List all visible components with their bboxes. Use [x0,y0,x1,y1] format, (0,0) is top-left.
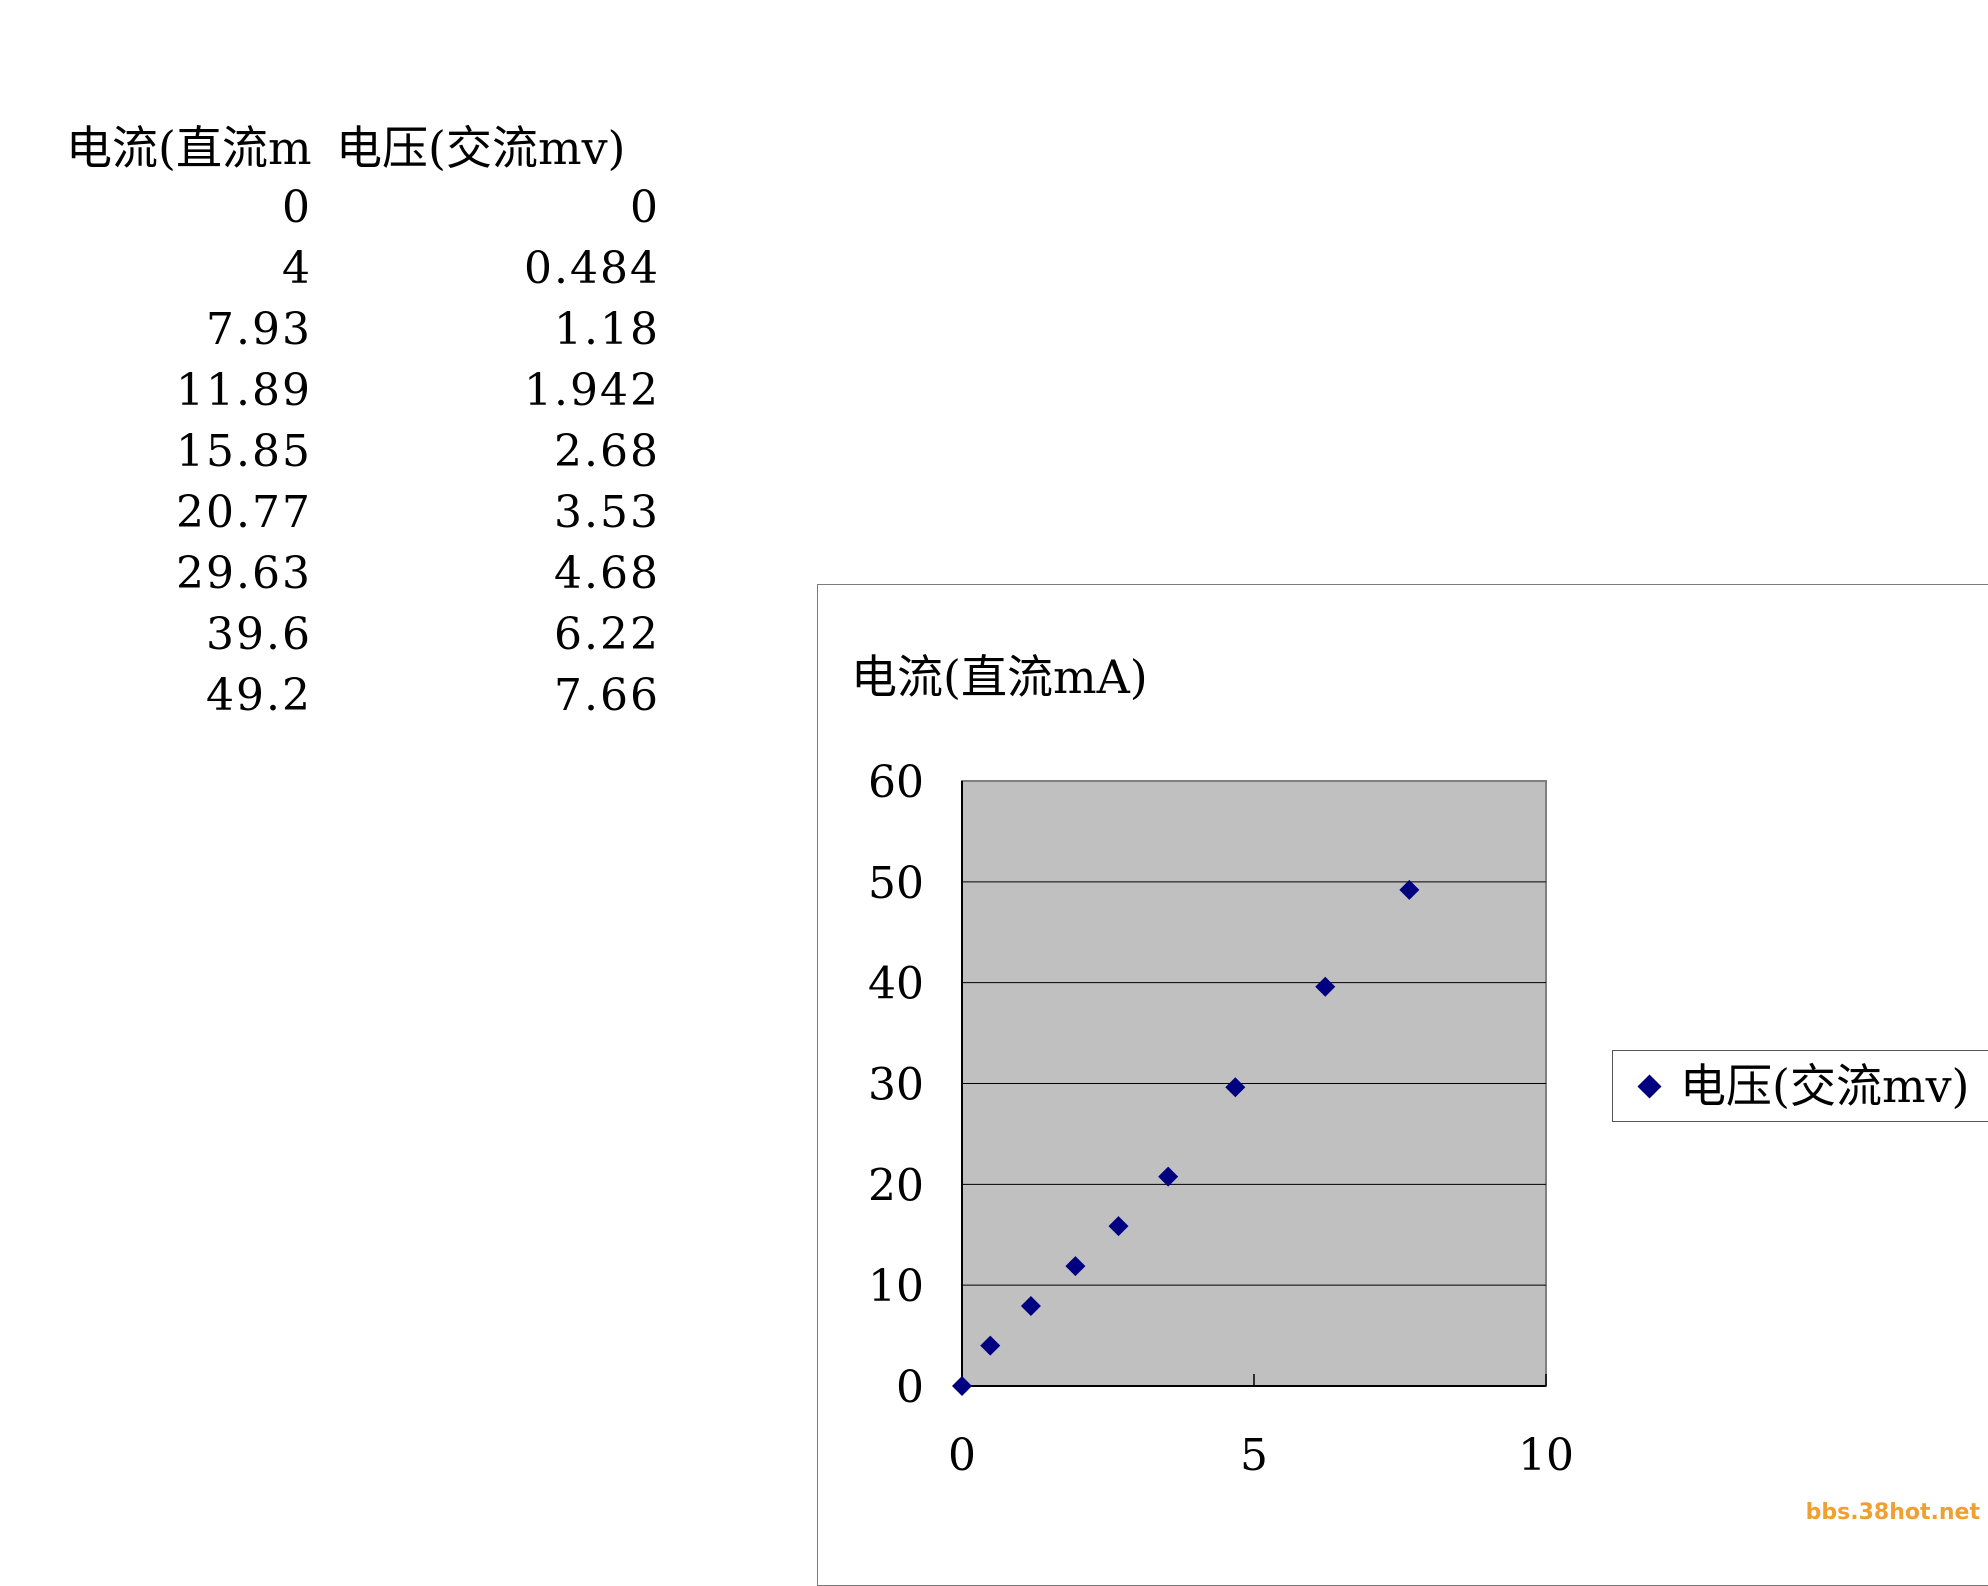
data-point[interactable] [1108,1216,1129,1237]
table-cell-current[interactable]: 20.77 [176,487,312,538]
table-cell-current[interactable]: 29.63 [176,548,312,599]
table-cell-voltage[interactable]: 6.22 [554,609,660,660]
data-point[interactable] [1315,976,1336,997]
table-cell-voltage[interactable]: 1.942 [524,365,660,416]
y-tick-label: 50 [868,858,924,909]
table-cell-current[interactable]: 15.85 [176,426,312,477]
data-point[interactable] [952,1376,972,1396]
table-cell-current[interactable]: 11.89 [176,365,312,416]
legend-label: 电压(交流mv) [1680,1059,1970,1113]
y-tick-label: 30 [868,1060,924,1111]
x-tick-label: 10 [1518,1430,1574,1481]
y-tick-label: 10 [868,1261,924,1312]
table-cell-current[interactable]: 0 [282,182,312,233]
table-cell-voltage[interactable]: 1.18 [554,304,660,355]
table-cell-voltage[interactable]: 7.66 [554,670,660,721]
scatter-chart[interactable]: 电流(直流mA) 0 10 20 30 40 50 60 0 5 10 [818,585,1988,1585]
data-point[interactable] [1020,1296,1041,1317]
y-tick-label: 60 [868,757,924,808]
table-cell-current[interactable]: 49.2 [206,670,312,721]
chart-title: 电流(直流mA) [851,650,1148,704]
worksheet: 电流(直流m 电压(交流mv) 0 0 4 0.484 7.93 1.18 11.89 1.9… [66,121,1988,1586]
y-tick-label: 0 [896,1362,924,1413]
watermark: bbs.38hot.net [1803,1500,1982,1525]
data-point[interactable] [1399,879,1420,900]
table-cell-voltage[interactable]: 0 [630,182,660,233]
data-point[interactable] [1225,1077,1246,1098]
table-cell-current[interactable]: 39.6 [206,609,312,660]
table-cell-current[interactable]: 4 [282,243,312,294]
column-header-voltage[interactable]: 电压(交流mv) [336,121,626,175]
x-tick-label: 5 [1240,1430,1268,1481]
legend-diamond-icon [1637,1073,1662,1099]
x-tick-label: 0 [948,1430,976,1481]
data-point[interactable] [1065,1256,1086,1277]
data-point[interactable] [980,1335,1001,1356]
y-tick-label: 40 [868,959,924,1010]
chart-legend[interactable]: 电压(交流mv) [1612,1050,1988,1122]
table-cell-voltage[interactable]: 0.484 [524,243,660,294]
data-point[interactable] [1158,1166,1179,1187]
y-tick-label: 20 [868,1160,924,1211]
table-cell-voltage[interactable]: 3.53 [554,487,660,538]
column-header-current[interactable]: 电流(直流m [66,121,312,175]
table-cell-voltage[interactable]: 4.68 [554,548,660,599]
table-cell-voltage[interactable]: 2.68 [554,426,660,477]
table-cell-current[interactable]: 7.93 [206,304,312,355]
